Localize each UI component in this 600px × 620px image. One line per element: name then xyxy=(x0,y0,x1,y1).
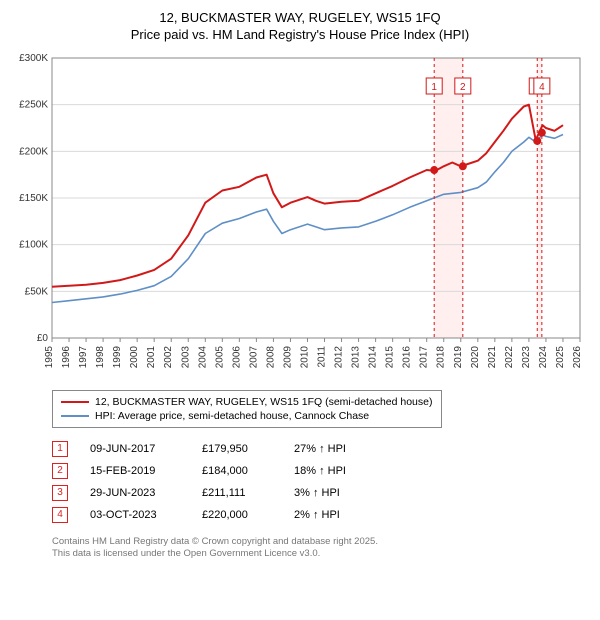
svg-text:1996: 1996 xyxy=(61,345,72,368)
svg-text:2009: 2009 xyxy=(282,345,293,368)
legend-item: HPI: Average price, semi-detached house,… xyxy=(61,409,433,423)
svg-text:2012: 2012 xyxy=(334,345,345,368)
svg-text:2026: 2026 xyxy=(572,345,583,368)
legend-item: 12, BUCKMASTER WAY, RUGELEY, WS15 1FQ (s… xyxy=(61,395,433,409)
legend-label: HPI: Average price, semi-detached house,… xyxy=(95,410,369,422)
svg-text:2: 2 xyxy=(460,82,466,93)
svg-text:1995: 1995 xyxy=(44,345,55,368)
svg-text:2006: 2006 xyxy=(231,345,242,368)
table-row: 1 09-JUN-2017 £179,950 27% ↑ HPI xyxy=(52,438,588,460)
table-row: 4 03-OCT-2023 £220,000 2% ↑ HPI xyxy=(52,504,588,526)
svg-text:2007: 2007 xyxy=(248,345,259,368)
svg-text:1997: 1997 xyxy=(78,345,89,368)
svg-text:2021: 2021 xyxy=(487,345,498,368)
txn-price: £179,950 xyxy=(202,443,272,455)
txn-pct: 2% ↑ HPI xyxy=(294,509,374,521)
table-row: 3 29-JUN-2023 £211,111 3% ↑ HPI xyxy=(52,482,588,504)
line-chart-svg: £0 £50K £100K £150K £200K £250K £300K 1995 1996 1… xyxy=(12,52,588,382)
svg-text:2014: 2014 xyxy=(368,345,379,368)
svg-text:2019: 2019 xyxy=(453,345,464,368)
legend-swatch xyxy=(61,401,89,403)
svg-text:2008: 2008 xyxy=(265,345,276,368)
marker-badge: 4 xyxy=(52,507,68,523)
svg-text:2010: 2010 xyxy=(299,345,310,368)
svg-text:2016: 2016 xyxy=(402,345,413,368)
svg-text:£200K: £200K xyxy=(19,146,48,157)
marker-badge: 2 xyxy=(52,463,68,479)
svg-text:2002: 2002 xyxy=(163,345,174,368)
svg-text:£0: £0 xyxy=(37,333,49,344)
svg-text:1998: 1998 xyxy=(95,345,106,368)
svg-text:2015: 2015 xyxy=(385,345,396,368)
svg-text:2004: 2004 xyxy=(197,345,208,368)
marker-badge: 3 xyxy=(52,485,68,501)
svg-text:£300K: £300K xyxy=(19,53,48,64)
chart-container: 12, BUCKMASTER WAY, RUGELEY, WS15 1FQ Pr… xyxy=(0,0,600,620)
footer-line1: Contains HM Land Registry data © Crown c… xyxy=(52,536,378,547)
legend: 12, BUCKMASTER WAY, RUGELEY, WS15 1FQ (s… xyxy=(52,390,442,428)
svg-text:2022: 2022 xyxy=(504,345,515,368)
table-row: 2 15-FEB-2019 £184,000 18% ↑ HPI xyxy=(52,460,588,482)
title-line1: 12, BUCKMASTER WAY, RUGELEY, WS15 1FQ xyxy=(159,10,440,25)
svg-text:2020: 2020 xyxy=(470,345,481,368)
txn-date: 29-JUN-2023 xyxy=(90,487,180,499)
svg-text:2011: 2011 xyxy=(317,345,328,367)
title-line2: Price paid vs. HM Land Registry's House … xyxy=(131,27,469,42)
svg-text:£100K: £100K xyxy=(19,239,48,250)
svg-text:1999: 1999 xyxy=(112,345,123,368)
svg-text:2000: 2000 xyxy=(129,345,140,368)
txn-pct: 18% ↑ HPI xyxy=(294,465,374,477)
marker-badge: 1 xyxy=(52,441,68,457)
txn-price: £184,000 xyxy=(202,465,272,477)
footer-attribution: Contains HM Land Registry data © Crown c… xyxy=(52,536,588,561)
chart-title: 12, BUCKMASTER WAY, RUGELEY, WS15 1FQ Pr… xyxy=(12,10,588,44)
txn-date: 09-JUN-2017 xyxy=(90,443,180,455)
svg-text:2025: 2025 xyxy=(555,345,566,368)
footer-line2: This data is licensed under the Open Gov… xyxy=(52,548,320,559)
txn-date: 15-FEB-2019 xyxy=(90,465,180,477)
svg-text:1: 1 xyxy=(431,82,437,93)
legend-label: 12, BUCKMASTER WAY, RUGELEY, WS15 1FQ (s… xyxy=(95,396,433,408)
txn-pct: 3% ↑ HPI xyxy=(294,487,374,499)
txn-price: £211,111 xyxy=(202,487,272,499)
svg-text:2018: 2018 xyxy=(436,345,447,368)
txn-date: 03-OCT-2023 xyxy=(90,509,180,521)
transaction-table: 1 09-JUN-2017 £179,950 27% ↑ HPI 2 15-FE… xyxy=(52,438,588,526)
chart-area: £0 £50K £100K £150K £200K £250K £300K 1995 1996 1… xyxy=(12,52,588,382)
svg-text:2013: 2013 xyxy=(351,345,362,368)
svg-text:2001: 2001 xyxy=(146,345,157,368)
txn-price: £220,000 xyxy=(202,509,272,521)
svg-text:2005: 2005 xyxy=(214,345,225,368)
legend-swatch xyxy=(61,415,89,417)
svg-text:£50K: £50K xyxy=(25,286,49,297)
svg-text:£150K: £150K xyxy=(19,193,48,204)
svg-text:4: 4 xyxy=(539,82,545,93)
txn-pct: 27% ↑ HPI xyxy=(294,443,374,455)
svg-text:2003: 2003 xyxy=(180,345,191,368)
svg-text:£250K: £250K xyxy=(19,99,48,110)
svg-text:2024: 2024 xyxy=(538,345,549,368)
svg-text:2017: 2017 xyxy=(419,345,430,368)
svg-text:2023: 2023 xyxy=(521,345,532,368)
